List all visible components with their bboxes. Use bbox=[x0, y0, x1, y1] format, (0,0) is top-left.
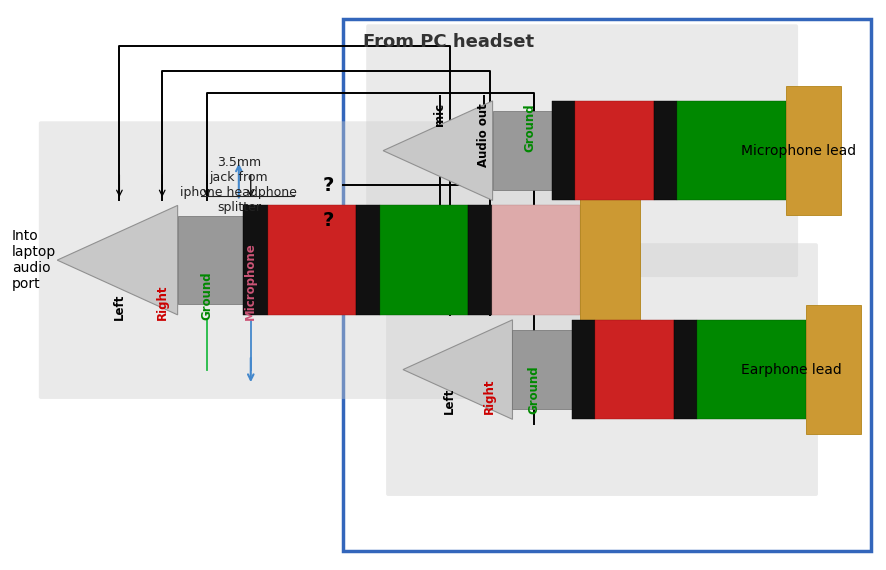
Text: Earphone lead: Earphone lead bbox=[742, 363, 842, 377]
Bar bbox=[177, 217, 244, 304]
Bar bbox=[493, 111, 552, 190]
Text: ?: ? bbox=[323, 176, 334, 195]
FancyBboxPatch shape bbox=[386, 243, 818, 496]
Bar bbox=[493, 205, 580, 315]
Polygon shape bbox=[58, 205, 177, 315]
Text: mic: mic bbox=[433, 103, 447, 126]
Text: From PC headset: From PC headset bbox=[363, 33, 534, 51]
Bar bbox=[468, 205, 493, 315]
Bar bbox=[786, 86, 841, 215]
FancyBboxPatch shape bbox=[366, 25, 798, 277]
Text: Right: Right bbox=[156, 284, 168, 320]
Text: Left: Left bbox=[113, 294, 126, 320]
Bar bbox=[268, 205, 355, 315]
Bar bbox=[244, 205, 268, 315]
Bar bbox=[696, 320, 806, 420]
Polygon shape bbox=[383, 101, 493, 201]
Bar bbox=[580, 189, 640, 331]
Bar bbox=[595, 320, 674, 420]
Bar bbox=[380, 205, 468, 315]
Bar bbox=[572, 320, 595, 420]
Text: Ground: Ground bbox=[200, 271, 214, 320]
Text: Ground: Ground bbox=[528, 366, 540, 414]
Text: ?: ? bbox=[323, 211, 334, 230]
Text: Left: Left bbox=[443, 388, 456, 414]
Text: Right: Right bbox=[483, 379, 496, 414]
Polygon shape bbox=[403, 320, 512, 420]
Text: Audio out: Audio out bbox=[478, 103, 490, 166]
Text: Into
laptop
audio
port: Into laptop audio port bbox=[12, 229, 56, 291]
Bar bbox=[806, 305, 861, 434]
Text: 3.5mm
jack from
iphone headphone
splitter: 3.5mm jack from iphone headphone splitte… bbox=[181, 156, 298, 214]
FancyBboxPatch shape bbox=[39, 121, 607, 399]
Bar bbox=[677, 101, 786, 201]
Bar bbox=[654, 101, 677, 201]
Bar bbox=[575, 101, 654, 201]
Bar bbox=[512, 330, 572, 409]
Text: Microphone: Microphone bbox=[245, 242, 257, 320]
Bar bbox=[674, 320, 696, 420]
Bar bbox=[552, 101, 575, 201]
Text: Microphone lead: Microphone lead bbox=[742, 144, 857, 158]
Bar bbox=[355, 205, 380, 315]
Text: Ground: Ground bbox=[523, 103, 536, 152]
Bar bbox=[343, 19, 871, 551]
